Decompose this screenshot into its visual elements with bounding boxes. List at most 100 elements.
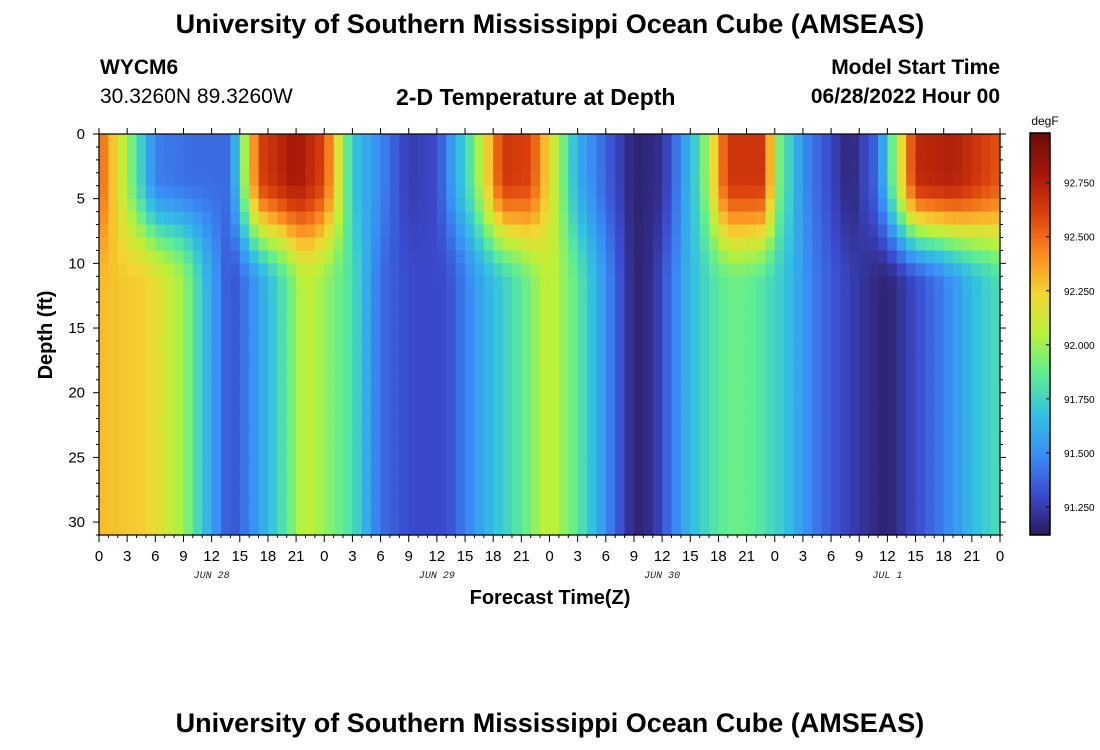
heatmap-cell [465, 431, 476, 446]
heatmap-cell [352, 289, 363, 303]
heatmap-cell [755, 302, 766, 316]
heatmap-cell [755, 289, 766, 303]
heatmap-cell [305, 405, 316, 420]
heatmap-cell [896, 224, 907, 239]
heatmap-cell [953, 509, 964, 523]
heatmap-cell [277, 315, 288, 329]
x-tick-label: 12 [879, 548, 896, 565]
heatmap-cell [117, 509, 128, 523]
heatmap-cell [380, 224, 391, 239]
heatmap-cell [906, 366, 917, 381]
heatmap-cell [812, 302, 823, 316]
heatmap-cell [202, 444, 213, 458]
heatmap-cell [521, 302, 532, 316]
heatmap-cell [455, 134, 466, 148]
heatmap-cell [99, 457, 109, 471]
heatmap-cell [117, 366, 128, 381]
heatmap-cell [549, 159, 560, 174]
heatmap-cell [183, 211, 194, 226]
heatmap-cell [821, 185, 832, 200]
heatmap-cell [117, 522, 128, 536]
heatmap-cell [530, 134, 541, 148]
heatmap-cell [727, 250, 738, 264]
heatmap-cell [624, 211, 635, 226]
heatmap-cell [718, 276, 729, 290]
heatmap-cell [718, 496, 729, 510]
heatmap-cell [540, 315, 551, 329]
heatmap-cell [221, 198, 231, 213]
heatmap-cell [380, 172, 391, 187]
heatmap-cell [192, 263, 203, 277]
heatmap-cell [117, 185, 128, 200]
heatmap-cell [174, 470, 185, 484]
heatmap-cell [202, 250, 213, 264]
heatmap-cell [296, 328, 307, 342]
heatmap-cell [652, 134, 663, 148]
heatmap-cell [887, 289, 898, 303]
heatmap-cell [887, 405, 898, 420]
heatmap-cell [155, 172, 166, 187]
heatmap-cell [615, 276, 626, 290]
heatmap-cell [192, 405, 203, 420]
heatmap-cell [737, 457, 748, 471]
heatmap-cell [427, 366, 438, 381]
heatmap-cell [371, 483, 382, 497]
heatmap-cell [915, 146, 926, 161]
heatmap-cell [605, 211, 616, 226]
heatmap-cell [239, 276, 250, 290]
heatmap-cell [774, 172, 785, 187]
heatmap-cell [521, 353, 532, 368]
heatmap-cell [483, 418, 494, 433]
heatmap-cell [155, 483, 166, 497]
heatmap-cell [943, 405, 954, 420]
heatmap-cell [314, 418, 325, 433]
heatmap-cell [399, 418, 410, 433]
heatmap-cell [221, 289, 231, 303]
heatmap-cell [587, 250, 598, 264]
heatmap-cell [877, 198, 888, 213]
heatmap-cell [793, 224, 804, 239]
heatmap-cell [202, 263, 213, 277]
heatmap-cell [962, 496, 973, 510]
heatmap-cell [727, 509, 738, 523]
heatmap-cell [530, 496, 541, 510]
heatmap-cell [577, 405, 588, 420]
heatmap-cell [934, 483, 945, 497]
heatmap-cell [709, 159, 720, 174]
heatmap-cell [605, 418, 616, 433]
heatmap-cell [934, 198, 945, 213]
heatmap-cell [99, 172, 109, 187]
heatmap-cell [690, 172, 701, 187]
heatmap-cell [333, 237, 344, 252]
heatmap-cell [277, 353, 288, 368]
heatmap-cell [549, 263, 560, 277]
heatmap-cell [859, 379, 870, 394]
heatmap-cell [652, 392, 663, 407]
heatmap-cell [727, 276, 738, 290]
heatmap-cell [690, 483, 701, 497]
heatmap-cell [108, 263, 119, 277]
heatmap-cell [812, 431, 823, 446]
heatmap-cell [493, 509, 504, 523]
heatmap-cell [296, 496, 307, 510]
heatmap-cell [511, 198, 522, 213]
heatmap-cell [511, 457, 522, 471]
heatmap-cell [521, 444, 532, 458]
heatmap-cell [493, 315, 504, 329]
heatmap-cell [924, 496, 935, 510]
heatmap-cell [624, 379, 635, 394]
heatmap-cell [727, 470, 738, 484]
heatmap-cell [568, 224, 579, 239]
heatmap-cell [709, 172, 720, 187]
heatmap-cell [483, 185, 494, 200]
heatmap-cell [314, 366, 325, 381]
heatmap-cell [568, 340, 579, 355]
heatmap-cell [690, 392, 701, 407]
heatmap-cell [821, 211, 832, 226]
heatmap-cell [108, 276, 119, 290]
heatmap-cell [624, 134, 635, 148]
heatmap-cell [624, 457, 635, 471]
heatmap-cell [343, 457, 354, 471]
heatmap-cell [305, 470, 316, 484]
heatmap-cell [671, 457, 682, 471]
